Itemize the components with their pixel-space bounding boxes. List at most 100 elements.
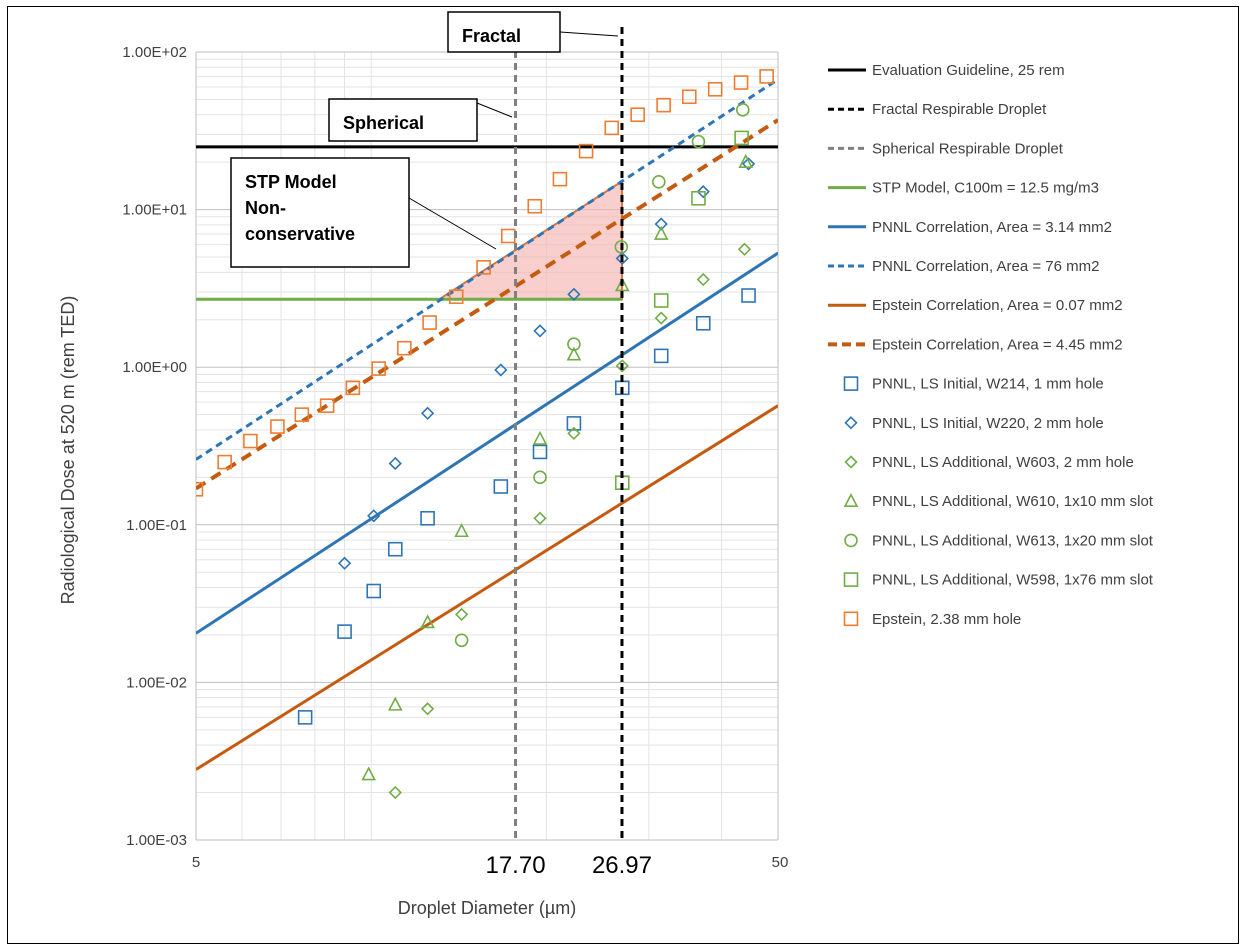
data-point-diamond: [737, 242, 752, 256]
data-point-square: [387, 541, 403, 557]
data-point-square: [297, 710, 313, 725]
y-tick-label: 1.00E+01: [122, 202, 187, 219]
y-tick-label: 1.00E+02: [122, 44, 187, 61]
callout-box: [447, 11, 561, 53]
callout-text: conservative: [245, 224, 355, 244]
data-point-circle: [567, 337, 581, 351]
data-point-square: [243, 433, 258, 449]
legend-label: PNNL, LS Additional, W598, 1x76 mm slot: [872, 572, 1154, 589]
series-line-epstein-correlation-area-4-45-mm2: [196, 118, 778, 491]
legend-item: Fractal Respirable Droplet: [828, 101, 1047, 118]
data-point-square: [691, 190, 706, 206]
legend-item: STP Model, C100m = 12.5 mg/m3: [828, 180, 1099, 197]
data-point-square: [653, 348, 669, 364]
legend-label: PNNL, LS Initial, W220, 2 mm hole: [872, 415, 1104, 432]
data-point-square: [337, 624, 352, 639]
callout-text: Fractal: [462, 26, 521, 46]
legend-label: Epstein Correlation, Area = 4.45 mm2: [872, 336, 1123, 353]
data-point-square: [843, 572, 859, 587]
legend-item: PNNL, LS Additional, W603, 2 mm hole: [844, 454, 1134, 471]
data-point-diamond: [533, 511, 547, 525]
data-point-diamond: [533, 324, 547, 338]
legend-label: PNNL, LS Additional, W603, 2 mm hole: [872, 454, 1134, 471]
data-point-triangle: [738, 153, 754, 168]
data-point-square: [741, 288, 756, 303]
data-point-diamond: [844, 455, 858, 469]
data-point-square: [552, 171, 568, 187]
data-point-square: [422, 315, 437, 330]
callout-text: Non-: [245, 198, 286, 218]
y-tick-label: 1.00E-02: [126, 674, 187, 691]
grid: 1.00E-03 1.00E-02 1.00E-01 1.00E+00 1.00E+01…: [122, 44, 788, 871]
data-point-diamond: [654, 311, 668, 325]
legend-item: PNNL, LS Additional, W610, 1x10 mm slot: [843, 492, 1154, 510]
data-point-circle: [533, 470, 547, 485]
legend-item: Epstein Correlation, Area = 0.07 mm2: [828, 297, 1123, 314]
chart-frame: [7, 6, 1239, 944]
data-point-circle: [691, 134, 706, 149]
y-tick-label: 1.00E-03: [126, 832, 187, 849]
series-line-pnnl-correlation-area-3-14-mm2: [196, 251, 778, 635]
data-point-diamond: [420, 702, 435, 716]
data-point-square: [527, 198, 543, 214]
data-point-square: [217, 454, 232, 470]
legend-label: PNNL Correlation, Area = 3.14 mm2: [872, 219, 1112, 236]
data-point-square: [345, 380, 361, 396]
legend-item: Spherical Respirable Droplet: [828, 140, 1064, 157]
data-point-circle: [614, 240, 629, 254]
data-point-diamond: [567, 287, 581, 301]
data-point-diamond: [844, 416, 858, 430]
y-tick-label: 1.00E+00: [122, 359, 187, 376]
data-point-square: [733, 75, 749, 90]
callout-box: [230, 157, 410, 268]
data-point-square: [630, 107, 645, 123]
data-point-triangle: [387, 696, 403, 711]
legend-label: PNNL, LS Initial, W214, 1 mm hole: [872, 376, 1104, 393]
legend-item: PNNL, LS Additional, W613, 1x20 mm slot: [844, 532, 1154, 549]
data-point-square: [319, 398, 335, 413]
legend-item: PNNL, LS Additional, W598, 1x76 mm slot: [843, 572, 1154, 589]
data-point-square: [371, 361, 386, 376]
data-point-square: [653, 293, 669, 308]
y-tick-label: 1.00E-01: [126, 517, 187, 534]
data-point-diamond: [567, 426, 581, 441]
callout-text: STP Model: [245, 172, 337, 192]
data-point-diamond: [615, 251, 629, 266]
legend: Evaluation Guideline, 25 rem Fractal Resp…: [828, 62, 1154, 628]
data-point-circle: [736, 102, 750, 117]
legend-item: Epstein Correlation, Area = 4.45 mm2: [828, 336, 1123, 353]
data-point-diamond: [741, 157, 756, 171]
callout-leader: [408, 197, 497, 250]
data-point-diamond: [420, 406, 435, 420]
data-point-square: [270, 419, 285, 434]
callout-leader: [559, 31, 619, 37]
data-point-square: [500, 228, 516, 244]
callout-stp-nonconservative: STP Model Non-conservative: [230, 157, 497, 268]
data-point-triangle: [843, 492, 859, 508]
data-point-square: [493, 479, 509, 494]
data-point-triangle: [614, 277, 630, 292]
data-point-square: [843, 611, 859, 627]
data-point-square: [604, 120, 620, 136]
series-line-pnnl-correlation-area-76-mm2: [196, 78, 778, 461]
data-point-square: [734, 130, 749, 146]
data-point-square: [707, 81, 723, 97]
data-point-diamond: [388, 785, 402, 800]
data-point-diamond: [615, 359, 629, 373]
data-point-triangle: [361, 766, 376, 781]
x-axis-label: Droplet Diameter (µm): [398, 898, 576, 918]
data-point-square: [397, 340, 412, 356]
legend-label: PNNL, LS Additional, W610, 1x10 mm slot: [872, 493, 1154, 510]
data-point-square: [695, 315, 711, 331]
callouts: 17.70 26.97 Fractal Spherical STP Model Non-c…: [230, 11, 652, 879]
callout-fractal: Fractal: [447, 11, 619, 53]
legend-label: STP Model, C100m = 12.5 mg/m3: [872, 180, 1099, 197]
legend-item: PNNL, LS Initial, W220, 2 mm hole: [844, 415, 1104, 432]
data-point-square: [366, 583, 382, 599]
y-axis-label: Radiological Dose at 520 m (rem TED): [58, 296, 78, 605]
data-point-triangle: [454, 523, 469, 538]
data-point-triangle: [653, 225, 669, 240]
legend-label: PNNL Correlation, Area = 76 mm2: [872, 258, 1099, 275]
data-point-square: [578, 143, 594, 159]
